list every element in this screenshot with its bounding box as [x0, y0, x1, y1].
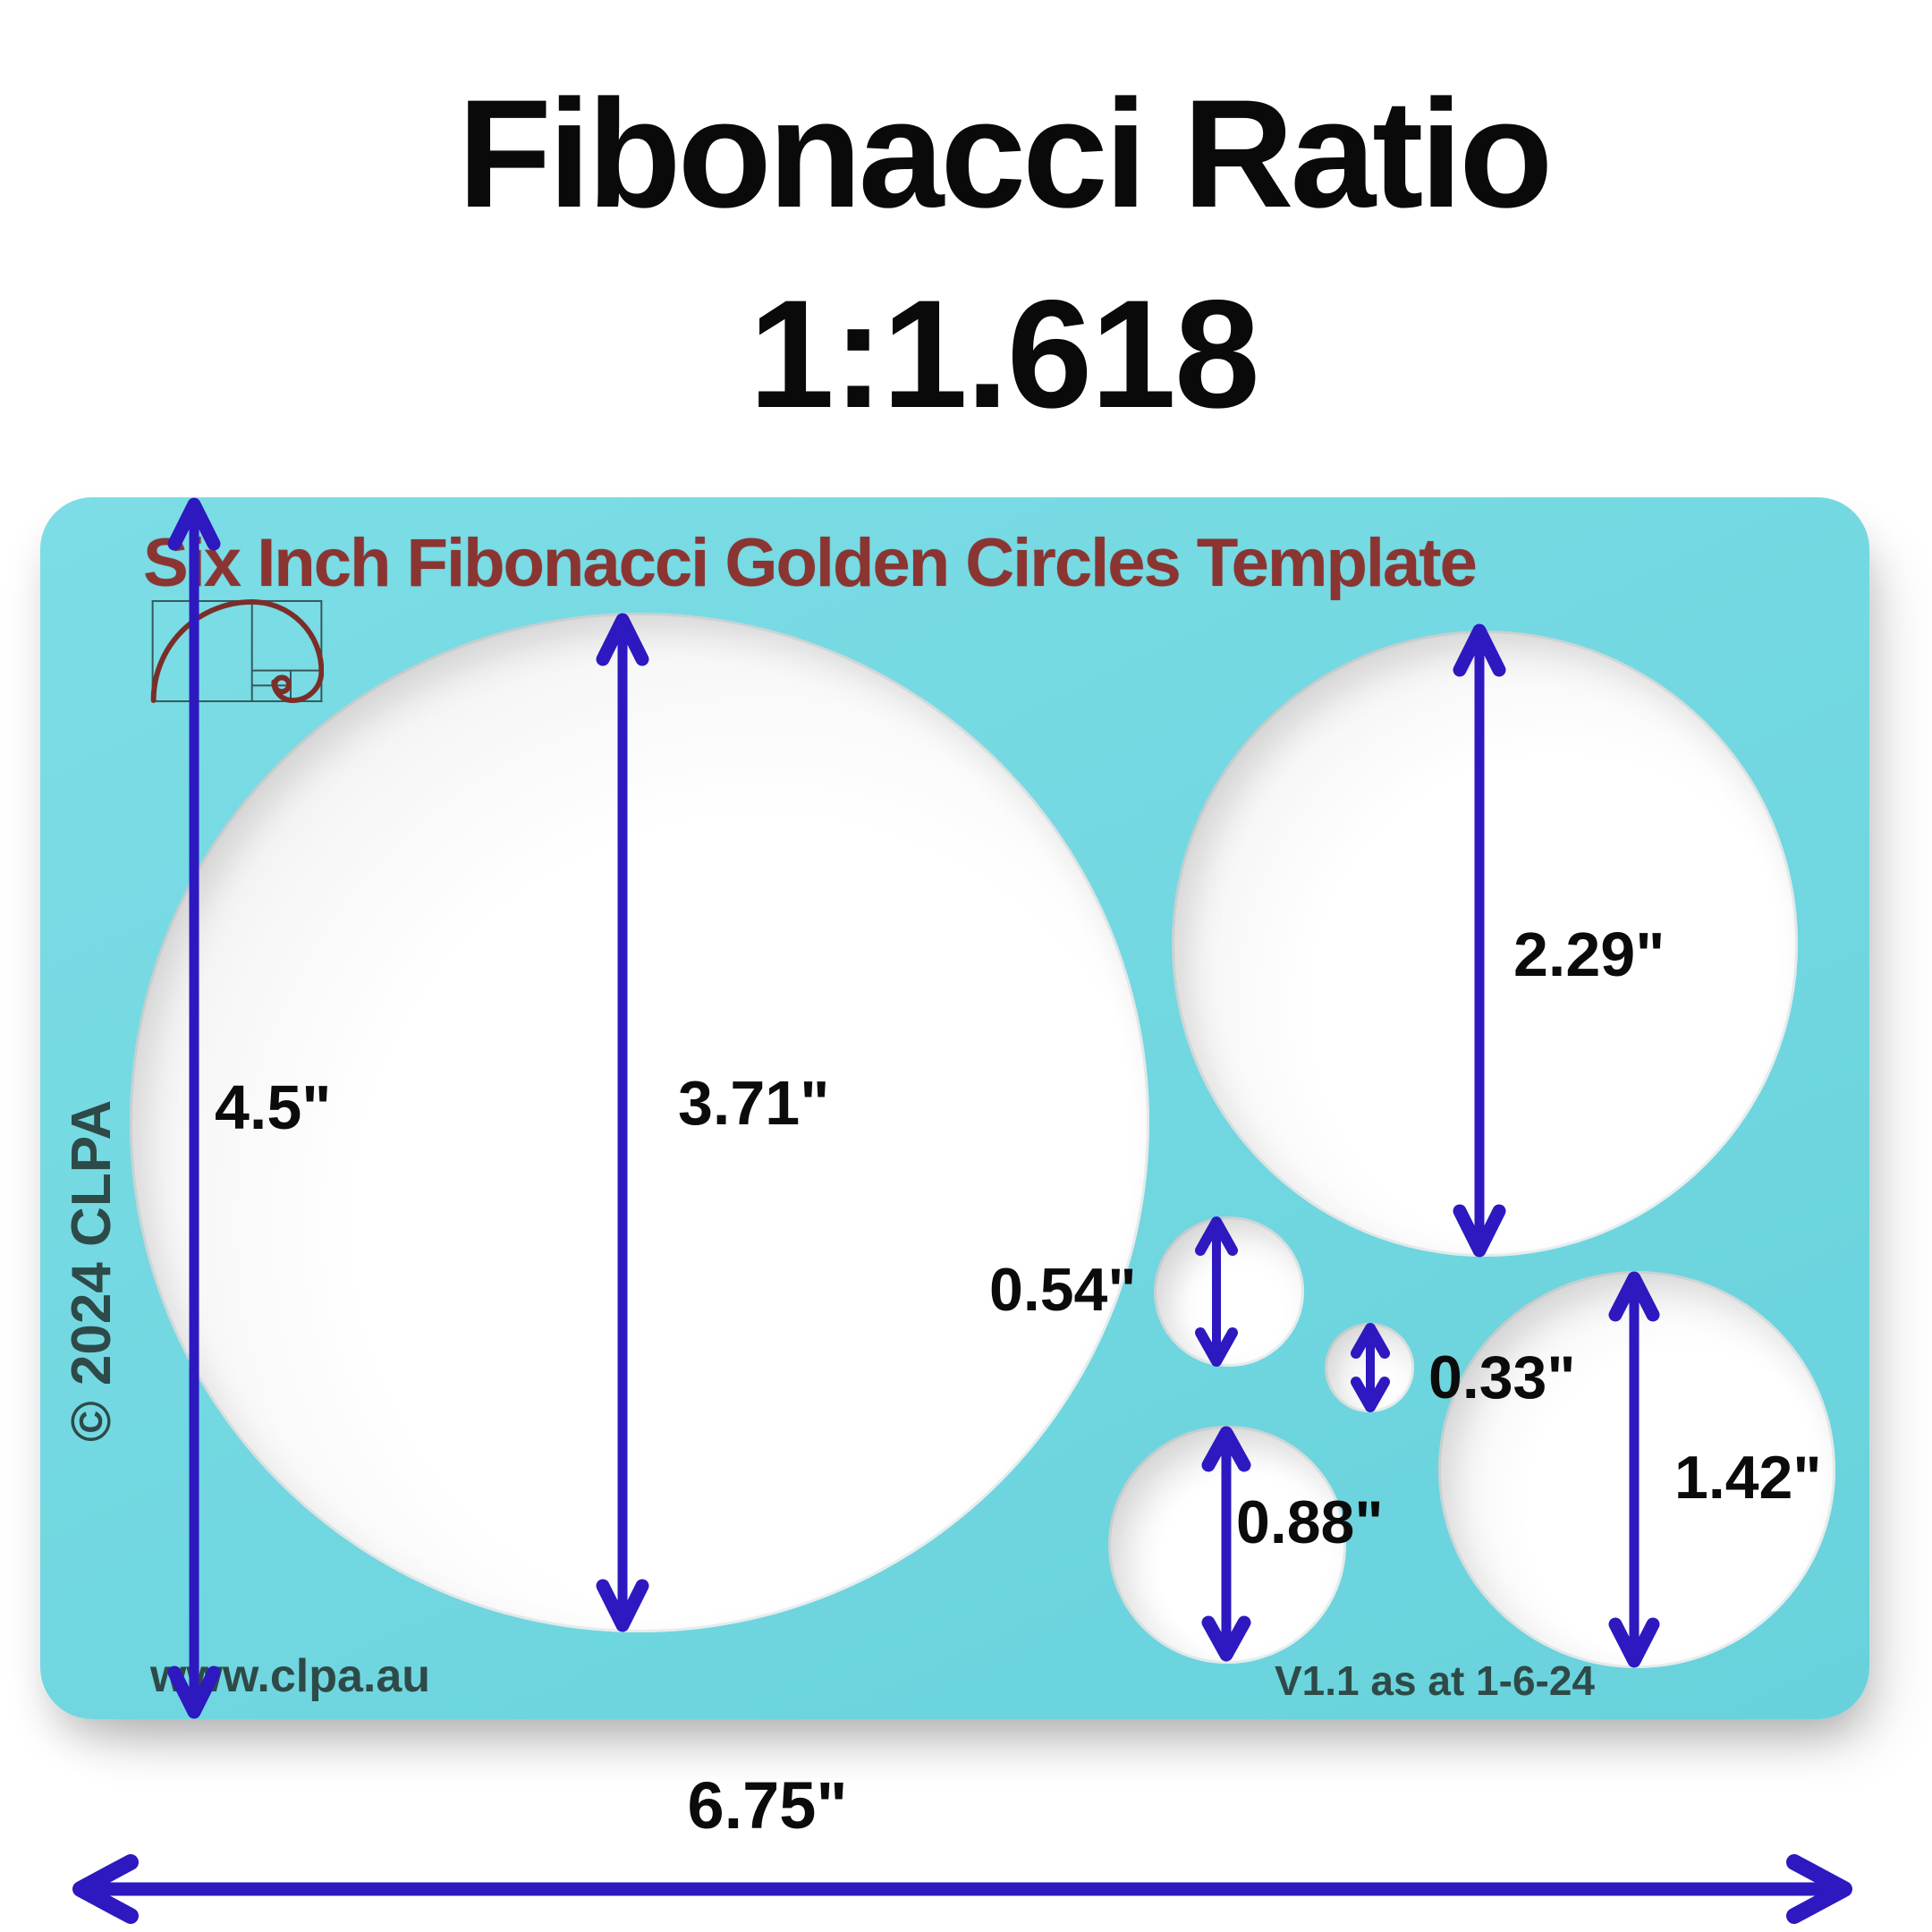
fibonacci-spiral-icon [150, 599, 324, 703]
dim-label-circle-2-29: 2.29" [1513, 919, 1665, 989]
dim-label-template-width: 6.75" [687, 1768, 848, 1843]
dim-label-circle-0-33: 0.33" [1428, 1343, 1576, 1411]
page-title: Fibonacci Ratio [457, 68, 1554, 240]
circle-cutout-3-71in [130, 613, 1149, 1632]
circle-cutout-0-33in [1325, 1323, 1414, 1412]
version-text: V1.1 as at 1-6-24 [1275, 1657, 1596, 1704]
arrow-template-width-6-75in [72, 1854, 1852, 1924]
website-text: www.clpa.au [150, 1650, 431, 1702]
dim-label-template-height: 4.5" [215, 1072, 332, 1142]
copyright-text: © 2024 CLPA [61, 1099, 123, 1442]
dim-label-circle-1-42: 1.42" [1674, 1444, 1822, 1512]
page-subtitle-ratio: 1:1.618 [749, 268, 1259, 440]
dim-label-circle-0-54: 0.54" [989, 1256, 1137, 1324]
circle-cutout-0-54in [1154, 1216, 1304, 1367]
template-heading: Six Inch Fibonacci Golden Circles Templa… [143, 525, 1478, 601]
circle-cutout-2-29in [1172, 631, 1798, 1257]
dim-label-circle-0-88: 0.88" [1236, 1488, 1384, 1556]
dim-label-circle-3-71: 3.71" [678, 1068, 830, 1138]
